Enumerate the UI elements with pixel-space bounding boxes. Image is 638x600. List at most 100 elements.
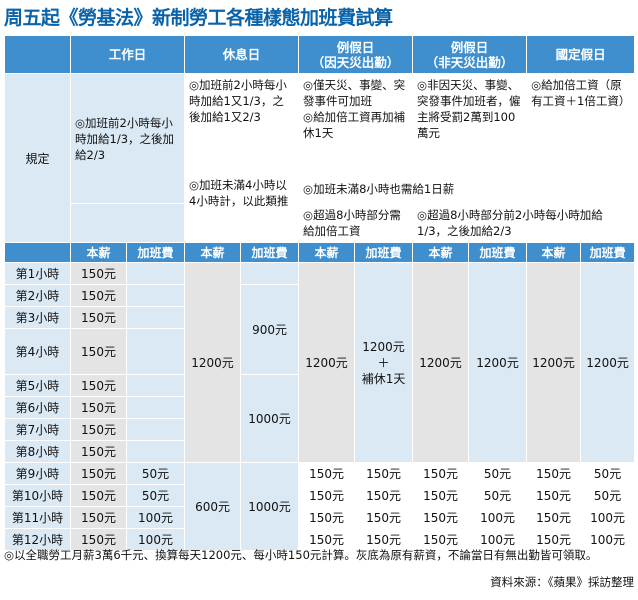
national-ot-cell: 1200元: [580, 262, 636, 463]
corner-cell: [4, 35, 71, 74]
national-ot-cell: 50元: [580, 484, 636, 507]
workday-base-cell: 150元: [70, 440, 127, 463]
hour-label: 第2小時: [4, 284, 71, 307]
nondisaster-base-cell: 150元: [412, 506, 470, 529]
rule-label: 規定: [4, 73, 71, 243]
hour-label: 第1小時: [4, 262, 71, 285]
workday-ot-cell: [125, 396, 186, 419]
table-row: 第2小時 150元 900元: [4, 284, 635, 375]
workday-base-cell: 150元: [70, 328, 127, 375]
subheader-corner: [4, 242, 71, 263]
workday-ot-cell: 100元: [125, 528, 186, 551]
rule-restday-2: ◎加班未滿4小時以4小時計，以此類推: [184, 173, 300, 243]
national-base-cell: 1200元: [526, 262, 582, 463]
subheader-base: 本薪: [70, 242, 127, 263]
workday-base-cell: 150元: [70, 396, 127, 419]
disaster-comp-amount: 1200元: [362, 339, 405, 354]
workday-ot-cell: [125, 418, 186, 441]
rule-national-1: ◎給加倍工資（原有工資＋1倍工資）: [526, 73, 636, 174]
workday-base-cell: 150元: [70, 262, 127, 285]
workday-ot-cell: 100元: [125, 506, 186, 529]
table-row: 第4小時 150元: [4, 328, 635, 375]
hour-label: 第10小時: [4, 484, 71, 507]
disaster-base-cell: 150元: [298, 528, 356, 551]
source-credit: 資料來源：《蘋果》採訪整理: [490, 575, 634, 589]
header-holiday-disaster: 例假日 （因天災出勤）: [298, 35, 414, 74]
table-row: 第7小時 150元: [4, 418, 635, 441]
table-row: 第12小時 150元 100元 150元 150元 150元 100元 150元…: [4, 528, 636, 551]
hour-label: 第3小時: [4, 306, 71, 329]
restday-ot-cell: 900元: [240, 284, 300, 375]
nondisaster-ot-cell: 100元: [468, 506, 528, 529]
rule-disaster-2-text: ◎給加倍工資再加補休1天: [303, 110, 406, 140]
workday-ot-cell: [125, 262, 186, 285]
header-workday: 工作日: [69, 35, 186, 74]
rule-shared-2: ◎超過8小時部分前2小時每小時加給1/3，之後加給2/3: [412, 203, 636, 243]
table-row: 第9小時 150元 50元 600元 1000元 150元 150元 150元 …: [4, 462, 636, 551]
workday-ot-cell: [125, 284, 186, 307]
disaster-base-cell: 150元: [298, 506, 356, 529]
national-ot-cell: 100元: [580, 506, 636, 529]
workday-ot-cell: 50元: [125, 484, 186, 507]
subheader-base: 本薪: [298, 242, 356, 263]
hour-label: 第8小時: [4, 440, 71, 463]
footer-note: ◎以全職勞工月薪3萬6千元、換算每天1200元、每小時150元計算。灰底為原有薪…: [4, 548, 598, 562]
nondisaster-ot-cell: 50元: [468, 462, 528, 485]
rule-disaster-1: ◎僅天災、事變、突發事件可加班 ◎給加倍工資再加補休1天: [298, 73, 414, 174]
subheader-ot: 加班費: [240, 242, 300, 263]
subheader-ot: 加班費: [354, 242, 414, 263]
table-row: 第11小時 150元 100元 150元 150元 150元 100元 150元…: [4, 506, 636, 529]
workday-base-cell: 150元: [70, 374, 127, 397]
workday-base-cell: 150元: [70, 462, 127, 485]
header-holiday-nondisaster: 例假日 （非天災出勤）: [412, 35, 528, 74]
rules-row-1: 規定 ◎加班前2小時每小時加給1/3，之後加給2/3 ◎加班前2小時每小時加給1…: [4, 73, 636, 243]
subheader-base: 本薪: [526, 242, 582, 263]
restday-base-cell: 600元: [184, 462, 242, 551]
nondisaster-ot-cell: 1200元: [468, 262, 528, 463]
rule-workday: ◎加班前2小時每小時加給1/3，之後加給2/3: [69, 73, 186, 204]
rule-restday-1: ◎加班前2小時每小時加給1又1/3，之後加給1又2/3: [184, 73, 300, 174]
disaster-comp-plus: ＋: [377, 355, 390, 370]
subheader-ot: 加班費: [580, 242, 636, 263]
disaster-base-cell: 1200元: [298, 262, 356, 463]
subheader-row: 本薪 加班費 本薪 加班費 本薪 加班費 本薪 加班費 本薪 加班費: [4, 242, 636, 263]
national-ot-cell: 50元: [580, 462, 636, 485]
hour-label: 第7小時: [4, 418, 71, 441]
hour-label: 第5小時: [4, 374, 71, 397]
disaster-base-cell: 150元: [298, 484, 356, 507]
nondisaster-ot-cell: 100元: [468, 528, 528, 551]
header-holiday-nondisaster-line1: 例假日: [450, 39, 489, 55]
table-row: 第6小時 150元: [4, 396, 635, 419]
rule-workday-blank: [69, 203, 186, 243]
restday-base-cell: 1200元: [184, 262, 242, 463]
nondisaster-base-cell: 150元: [412, 528, 470, 551]
nondisaster-base-cell: 150元: [412, 462, 470, 485]
header-national-holiday: 國定假日: [526, 35, 636, 74]
rule-nondisaster-1: ◎非因天災、事變、突發事件加班者，僱主將受罰2萬到100萬元: [412, 73, 528, 174]
workday-ot-cell: [125, 306, 186, 329]
nondisaster-ot-cell: 50元: [468, 484, 528, 507]
table-row: 第8小時 150元: [4, 440, 635, 463]
hour-label: 第12小時: [4, 528, 71, 551]
subheader-ot: 加班費: [468, 242, 528, 263]
rule-disaster-1-text: ◎僅天災、事變、突發事件可加班: [303, 78, 406, 108]
table-row: 第1小時 150元 1200元 1200元 1200元 ＋ 補休1天 1200元…: [4, 262, 636, 463]
national-base-cell: 150元: [526, 462, 582, 485]
rules-row-3: ◎超過8小時部分需給加倍工資 ◎超過8小時部分前2小時每小時加給1/3，之後加給…: [5, 203, 636, 243]
disaster-ot-cell: 150元: [354, 506, 414, 529]
subheader-base: 本薪: [184, 242, 242, 263]
rule-disaster-3: ◎超過8小時部分需給加倍工資: [298, 203, 414, 243]
hour-label: 第4小時: [4, 328, 71, 375]
restday-ot-blank: [240, 262, 300, 285]
subheader-base: 本薪: [412, 242, 470, 263]
workday-ot-cell: 50元: [125, 462, 186, 485]
overtime-table: 工作日 休息日 例假日 （因天災出勤） 例假日 （非天災出勤） 國定假日 規定 …: [4, 35, 636, 551]
header-holiday-disaster-line2: （因天災出勤）: [311, 54, 400, 70]
disaster-base-cell: 150元: [298, 462, 356, 485]
national-base-cell: 150元: [526, 506, 582, 529]
restday-ot-cell: 1000元: [240, 462, 300, 551]
rule-shared-1: ◎加班未滿8小時也需給1日薪: [298, 173, 636, 204]
nondisaster-base-cell: 1200元: [412, 262, 470, 463]
disaster-comp-cell: 1200元 ＋ 補休1天: [354, 262, 414, 463]
workday-ot-cell: [125, 328, 186, 375]
